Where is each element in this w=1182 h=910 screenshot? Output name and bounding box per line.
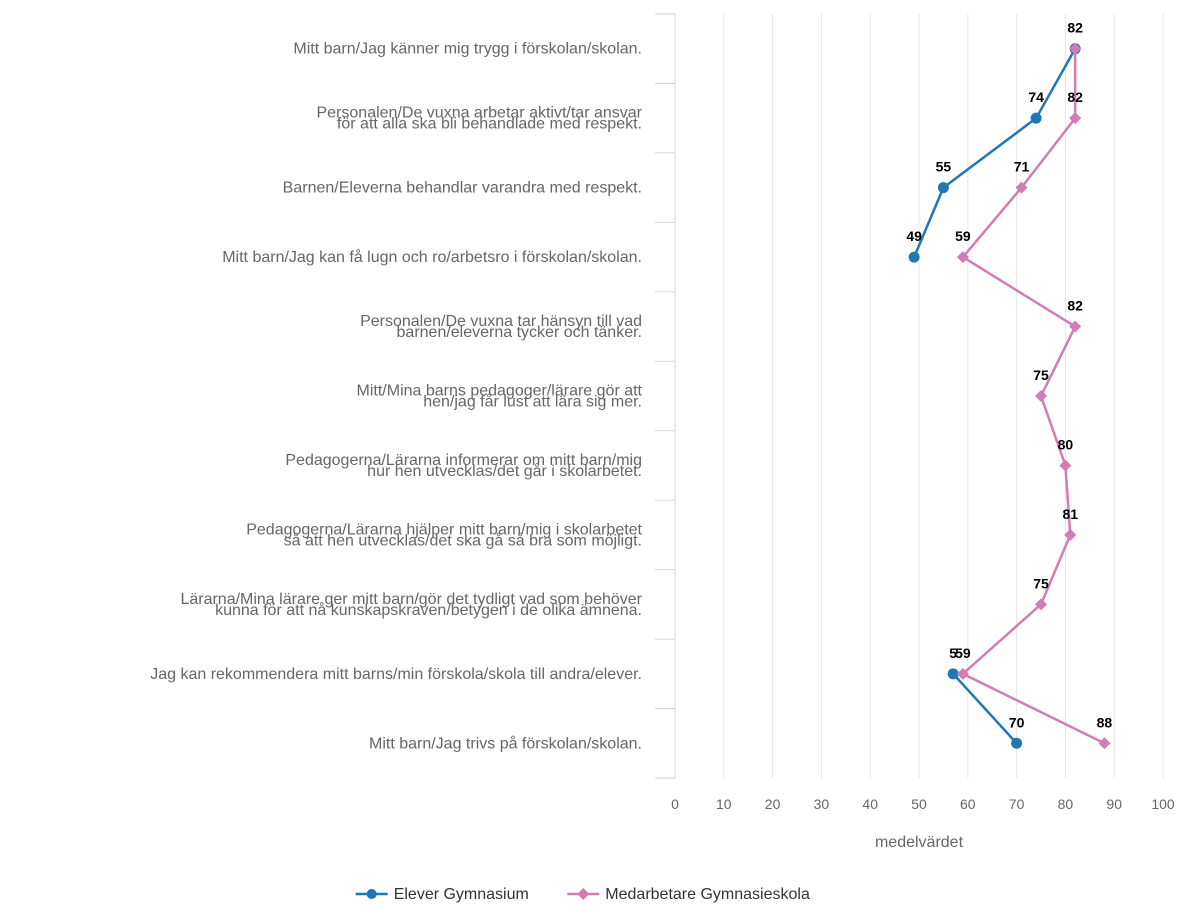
data-label: 81 (1062, 506, 1078, 522)
axes: 0 10 20 30 40 50 60 70 80 90 100 (655, 13, 1175, 812)
category-label: Personalen/De vuxna arbetar aktivt/tar a… (317, 105, 643, 133)
data-label: 49 (906, 228, 922, 244)
data-point[interactable] (956, 667, 969, 680)
data-point[interactable] (1098, 737, 1111, 750)
legend-item[interactable]: Elever Gymnasium (355, 886, 529, 903)
legend-label: Medarbetare Gymnasieskola (605, 886, 810, 903)
category-label: Mitt barn/Jag känner mig trygg i förskol… (293, 41, 642, 58)
legend-item[interactable]: Medarbetare Gymnasieskola (567, 886, 810, 903)
data-label: 75 (1033, 367, 1049, 383)
category-label: Jag kan rekommendera mitt barns/min förs… (150, 666, 642, 683)
x-tick-label: 50 (911, 796, 927, 812)
data-point[interactable] (1059, 459, 1072, 472)
series-2 (956, 42, 1111, 750)
data-point[interactable] (1069, 320, 1082, 333)
data-label: 82 (1067, 298, 1083, 314)
data-label: 5 (949, 645, 957, 661)
x-tick-label: 0 (671, 796, 679, 812)
grid-lines (723, 14, 1164, 778)
x-tick-label: 70 (1009, 796, 1025, 812)
x-axis-title: medelvärdet (875, 834, 964, 851)
data-point[interactable] (956, 251, 969, 264)
series-line (952, 672, 1018, 745)
data-label: 59 (955, 228, 971, 244)
data-label: 74 (1028, 89, 1044, 105)
series-line (961, 48, 1105, 745)
data-point[interactable] (937, 182, 949, 194)
legend-marker (366, 889, 377, 899)
category-label: Pedagogerna/Lärarna hjälper mitt barn/mi… (246, 521, 642, 549)
x-tick-label: 100 (1151, 796, 1175, 812)
category-label: Mitt/Mina barns pedagoger/lärare gör att… (357, 383, 643, 411)
series-line (912, 48, 1077, 258)
data-point[interactable] (1011, 737, 1023, 749)
data-label: 88 (1097, 714, 1113, 730)
data-point[interactable] (908, 251, 920, 263)
data-label: 75 (1033, 575, 1049, 591)
legend-marker (577, 888, 590, 900)
data-label: 70 (1009, 714, 1025, 730)
x-tick-label: 80 (1058, 796, 1074, 812)
series (908, 42, 1111, 750)
category-label: Mitt barn/Jag trivs på förskolan/skolan. (369, 734, 642, 752)
category-label: Lärarna/Mina lärare ger mitt barn/gör de… (180, 591, 642, 619)
data-point[interactable] (1069, 42, 1082, 55)
data-label: 80 (1058, 436, 1074, 452)
data-point[interactable] (1015, 181, 1028, 194)
category-label: Pedagogerna/Lärarna informerar om mitt b… (285, 452, 642, 480)
x-tick-label: 30 (814, 796, 830, 812)
legend[interactable]: Elever Gymnasium Medarbetare Gymnasieskol… (355, 886, 810, 903)
data-label: 71 (1014, 159, 1030, 175)
series-1 (908, 43, 1081, 749)
category-labels: Mitt barn/Jag känner mig trygg i förskol… (150, 41, 642, 753)
x-tick-label: 40 (862, 796, 878, 812)
data-point[interactable] (1035, 390, 1047, 402)
data-label: 55 (936, 159, 952, 175)
x-tick-label: 20 (765, 796, 781, 812)
data-point[interactable] (1064, 528, 1077, 541)
data-point[interactable] (1069, 112, 1082, 125)
x-tick-label: 10 (716, 796, 732, 812)
legend-label: Elever Gymnasium (394, 886, 529, 903)
data-label: 82 (1067, 89, 1083, 105)
data-point[interactable] (947, 668, 959, 680)
category-label: Personalen/De vuxna tar hänsyn till vad b… (360, 313, 642, 341)
data-label: 82 (1067, 20, 1083, 36)
data-point[interactable] (1035, 598, 1047, 611)
x-tick-label: 90 (1106, 796, 1122, 812)
category-label: Mitt barn/Jag kan få lugn och ro/arbetsr… (222, 248, 642, 266)
data-label: 59 (955, 645, 971, 661)
data-labels: 82 74 55 49 5 70 82 71 59 82 75 80 81 75 59 88 (906, 20, 1112, 731)
x-tick-label: 60 (960, 796, 976, 812)
data-point[interactable] (1030, 112, 1042, 124)
category-label: Barnen/Eleverna behandlar varandra med r… (283, 180, 642, 197)
